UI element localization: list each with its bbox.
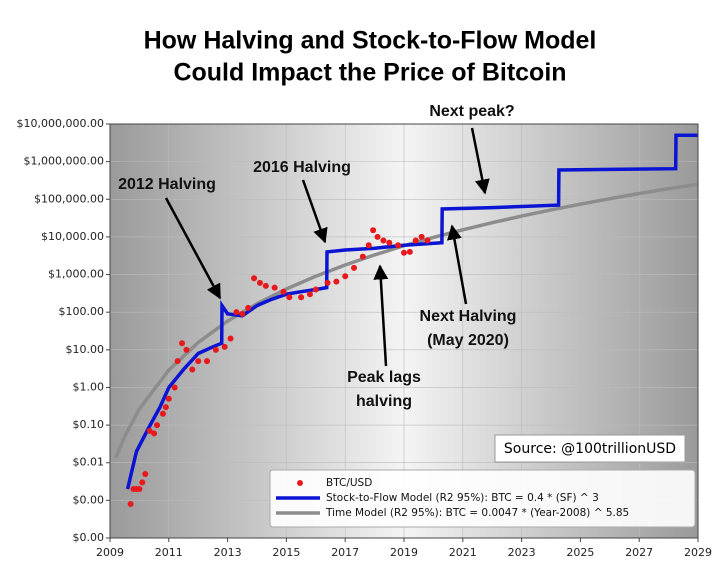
data-point (380, 237, 387, 244)
x-tick-label: 2009 (96, 546, 124, 559)
x-tick-label: 2021 (449, 546, 477, 559)
series-line (114, 182, 699, 459)
y-tick-label: $1,000.00 (48, 268, 104, 281)
x-tick-label: 2025 (566, 546, 594, 559)
data-point (146, 427, 153, 434)
data-point (370, 227, 377, 234)
y-tick-label: $100,000.00 (34, 192, 104, 205)
plot-frame (109, 123, 699, 539)
chart-title: How Halving and Stock-to-Flow Model (144, 27, 597, 55)
y-tick-label: $0.00 (73, 493, 105, 506)
x-tick-label: 2017 (331, 546, 359, 559)
arrow (470, 127, 490, 195)
series-line (125, 133, 698, 490)
annotation: (May 2020) (427, 332, 509, 349)
data-point (401, 249, 407, 256)
data-point (195, 358, 202, 365)
data-point (365, 242, 372, 249)
y-tick-label: $0.10 (73, 418, 105, 431)
annotation-arrows (164, 127, 490, 367)
data-point (280, 288, 287, 295)
annotation: 2016 Halving (253, 159, 351, 176)
arrow (301, 179, 328, 244)
data-point (165, 395, 172, 402)
y-tick-label: $10.00 (66, 343, 105, 356)
y-tick-label: $0.01 (73, 456, 105, 469)
data-point (406, 248, 413, 255)
annotation: 2012 Halving (118, 176, 216, 193)
data-point (262, 282, 269, 289)
data-point (212, 346, 219, 353)
data-point (154, 422, 161, 429)
annotation: Next peak? (429, 103, 514, 120)
data-point (221, 343, 228, 350)
data-point (271, 284, 278, 291)
data-point (256, 279, 263, 286)
x-tick-label: 2023 (508, 546, 536, 559)
data-point (342, 273, 349, 280)
data-point (386, 239, 393, 246)
data-point (312, 286, 319, 293)
data-point (245, 304, 252, 311)
legend-label: BTC/USD (326, 477, 372, 489)
x-tick-label: 2029 (684, 546, 712, 559)
legend-label: Stock-to-Flow Model (R2 95%): BTC = 0.4 … (326, 492, 599, 504)
x-tick-label: 2011 (155, 546, 183, 559)
annotation: Peak lags (347, 369, 421, 386)
data-point (306, 291, 313, 298)
source: Source: @100trillionUSD (504, 441, 676, 457)
chart-title: Could Impact the Price of Bitcoin (173, 59, 566, 87)
data-point (359, 253, 366, 260)
data-point (139, 479, 146, 486)
data-point (171, 384, 178, 391)
legend-label: Time Model (R2 95%): BTC = 0.0047 * (Yea… (325, 507, 629, 519)
y-tick-label: $10,000.00 (41, 230, 104, 243)
data-point (333, 278, 340, 285)
data-point (142, 471, 149, 478)
legend (269, 469, 696, 528)
x-tick-label: 2019 (390, 546, 418, 559)
arrow (447, 224, 468, 305)
data-point (239, 310, 246, 317)
y-tick-label: $10,000,000.00 (17, 117, 104, 130)
data-point (179, 340, 186, 347)
arrow (164, 197, 222, 300)
data-point (159, 410, 166, 417)
annotation: halving (356, 393, 412, 410)
data-point (136, 486, 143, 493)
data-point (189, 366, 196, 373)
data-point (127, 501, 134, 508)
data-point (374, 233, 381, 240)
data-point (162, 404, 169, 411)
x-tick-label: 2013 (214, 546, 242, 559)
data-point (233, 309, 240, 316)
data-point (151, 430, 158, 437)
data-point (351, 264, 358, 271)
data-point (395, 242, 402, 249)
data-point (204, 358, 211, 365)
arrow (373, 264, 389, 367)
data-point (298, 294, 305, 301)
data-point (174, 358, 181, 365)
x-tick-label: 2015 (272, 546, 300, 559)
data-point (227, 335, 234, 342)
data-point (324, 279, 331, 286)
y-tick-label: $1.00 (73, 380, 105, 393)
x-tick-label: 2027 (625, 546, 653, 559)
data-point (183, 346, 190, 353)
data-point (418, 233, 425, 240)
y-tick-label: $100.00 (59, 305, 105, 318)
legend-swatch (297, 480, 303, 486)
data-point (251, 275, 258, 282)
data-point (424, 237, 431, 244)
data-point (286, 294, 293, 301)
source-box (494, 434, 686, 463)
y-tick-label: $1,000,000.00 (24, 155, 104, 168)
y-tick-label: $0.00 (73, 531, 105, 544)
data-point (412, 237, 419, 244)
annotation: Next Halving (420, 308, 517, 325)
